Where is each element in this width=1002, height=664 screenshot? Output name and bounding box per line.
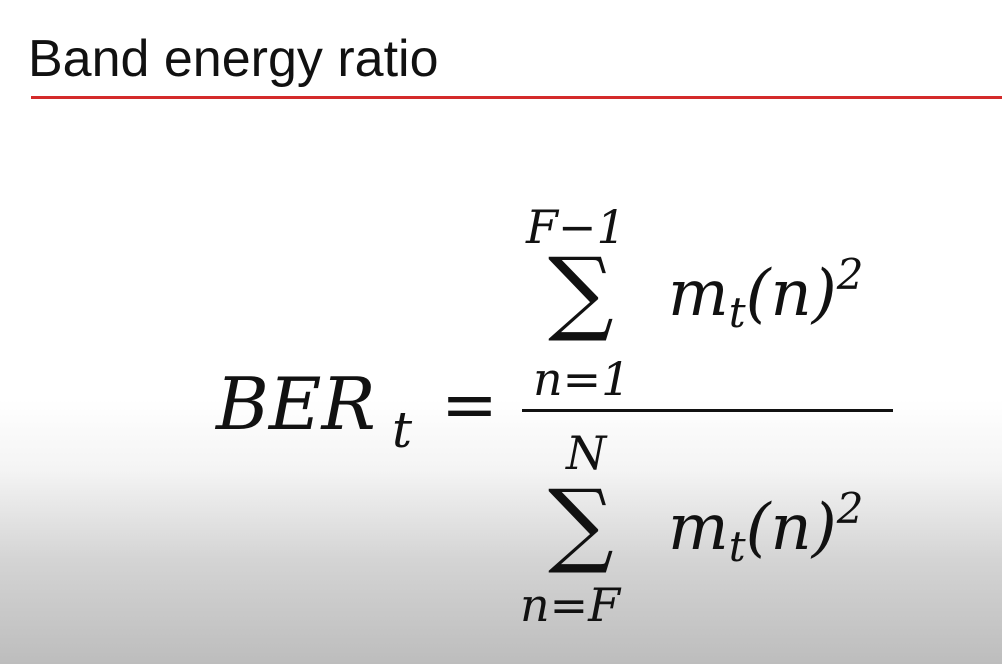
fraction-bar	[522, 409, 893, 412]
formula-lhs-subscript: t	[392, 401, 413, 459]
numerator-term-subscript: t	[728, 288, 746, 337]
denominator-term-exponent: 2	[836, 484, 864, 533]
denominator-term-argument: (n)	[745, 491, 837, 565]
title-underline	[31, 96, 1002, 99]
numerator-term-argument: (n)	[745, 257, 837, 331]
numerator-term-base: m	[668, 257, 729, 331]
slide-title: Band energy ratio	[28, 30, 439, 88]
numerator-term: mt(n)2	[668, 254, 863, 334]
numerator-term-exponent: 2	[836, 250, 864, 299]
numerator-lower-limit: n=1	[533, 352, 631, 406]
denominator-term-base: m	[668, 491, 729, 565]
denominator-sum-icon: ∑	[548, 470, 614, 577]
numerator-sum-icon: ∑	[548, 238, 614, 345]
denominator-upper-limit: N	[566, 426, 607, 480]
formula-equals-sign: =	[441, 366, 498, 445]
denominator-term: mt(n)2	[668, 488, 863, 568]
formula-lhs: BER	[216, 362, 376, 446]
numerator-upper-limit: F−1	[526, 200, 626, 254]
denominator-lower-limit: n=F	[520, 578, 621, 632]
denominator-term-subscript: t	[728, 522, 746, 571]
